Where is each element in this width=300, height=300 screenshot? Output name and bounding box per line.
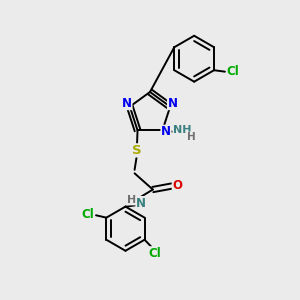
Text: S: S — [132, 144, 142, 157]
Text: Cl: Cl — [81, 208, 94, 221]
Text: H: H — [187, 132, 195, 142]
Text: O: O — [172, 178, 182, 192]
Text: NH: NH — [173, 125, 191, 135]
Text: Cl: Cl — [226, 65, 239, 78]
Text: N: N — [122, 97, 132, 110]
Text: Cl: Cl — [148, 247, 161, 260]
Text: N: N — [136, 196, 146, 210]
Text: N: N — [167, 97, 178, 110]
Text: N: N — [161, 125, 171, 138]
Text: H: H — [127, 195, 136, 205]
